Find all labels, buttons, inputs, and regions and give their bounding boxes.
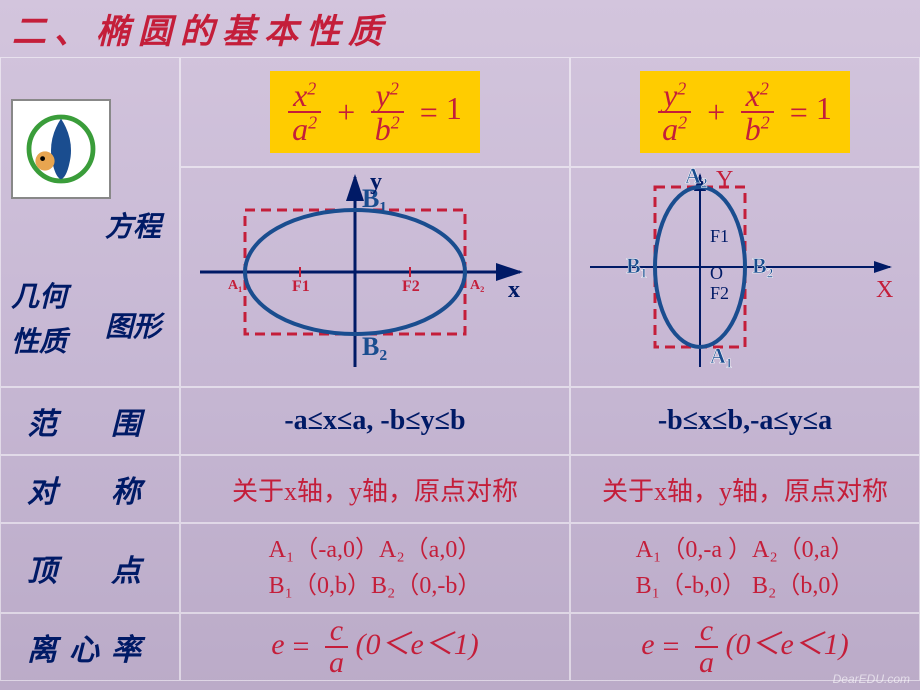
shape-label: 图形 bbox=[105, 305, 161, 345]
svg-text:A₁: A₁ bbox=[228, 278, 242, 293]
symmetry-label: 对 称 bbox=[0, 455, 180, 523]
svg-text:A₂: A₂ bbox=[470, 278, 484, 293]
svg-text:F2: F2 bbox=[402, 278, 420, 295]
watermark-text: DearEDU.com bbox=[833, 672, 910, 686]
properties-table: 方程 图形 几何 性质 x2a2 + y2b2 =1 y2a2 + x2b2 =… bbox=[0, 57, 920, 681]
range2-cell: -b≤x≤b,-a≤y≤a bbox=[570, 387, 920, 455]
svg-text:Y: Y bbox=[716, 167, 733, 193]
horizontal-ellipse-diagram: A₁ A₂ B₁ B₂ F1 F2 x y bbox=[180, 167, 570, 387]
page-title: 二、椭圆的基本性质 bbox=[0, 0, 920, 57]
symmetry2-cell: 关于x轴，y轴，原点对称 bbox=[570, 455, 920, 523]
svg-text:F1: F1 bbox=[710, 226, 729, 246]
svg-text:x: x bbox=[508, 277, 520, 303]
vertical-ellipse-diagram: A₂ A₁ B₁ B₂ F1 O F2 X Y bbox=[570, 167, 920, 387]
equation1-box: x2a2 + y2b2 =1 bbox=[270, 71, 480, 153]
diagram2-cell: A₂ A₁ B₁ B₂ F1 O F2 X Y bbox=[570, 167, 920, 387]
svg-text:y: y bbox=[370, 169, 382, 195]
vertex2-cell: A₁（0,-a ）A₂（0,a） B₁（-b,0） B₂（b,0） bbox=[570, 523, 920, 613]
symmetry1-cell: 关于x轴，y轴，原点对称 bbox=[180, 455, 570, 523]
equation1-cell: x2a2 + y2b2 =1 bbox=[180, 57, 570, 167]
svg-text:B₂: B₂ bbox=[752, 253, 774, 278]
range-label: 范 围 bbox=[0, 387, 180, 455]
geometry-label: 几何 性质 bbox=[11, 276, 67, 366]
svg-text:A₁: A₁ bbox=[710, 343, 732, 368]
eccentricity-label: 离心率 bbox=[0, 613, 180, 681]
logo-icon bbox=[11, 99, 111, 199]
svg-text:X: X bbox=[876, 277, 893, 303]
vertex1-cell: A₁（-a,0）A₂（a,0） B₁（0,b）B₂（0,-b） bbox=[180, 523, 570, 613]
eccentricity2-cell: e= ca (0＜e＜1) bbox=[570, 613, 920, 681]
equation2-box: y2a2 + x2b2 =1 bbox=[640, 71, 850, 153]
svg-text:O: O bbox=[710, 263, 723, 283]
equation-label: 方程 bbox=[105, 205, 161, 245]
left-header-cell: 方程 图形 几何 性质 bbox=[0, 57, 180, 387]
svg-text:F1: F1 bbox=[292, 278, 310, 295]
vertex-label: 顶 点 bbox=[0, 523, 180, 613]
equation2-cell: y2a2 + x2b2 =1 bbox=[570, 57, 920, 167]
diagram1-cell: A₁ A₂ B₁ B₂ F1 F2 x y bbox=[180, 167, 570, 387]
svg-text:F2: F2 bbox=[710, 283, 729, 303]
eccentricity1-cell: e= ca (0＜e＜1) bbox=[180, 613, 570, 681]
range1-cell: -a≤x≤a, -b≤y≤b bbox=[180, 387, 570, 455]
svg-text:B₁: B₁ bbox=[626, 253, 647, 278]
svg-text:A₂: A₂ bbox=[685, 167, 708, 188]
svg-text:B₂: B₂ bbox=[362, 332, 387, 361]
